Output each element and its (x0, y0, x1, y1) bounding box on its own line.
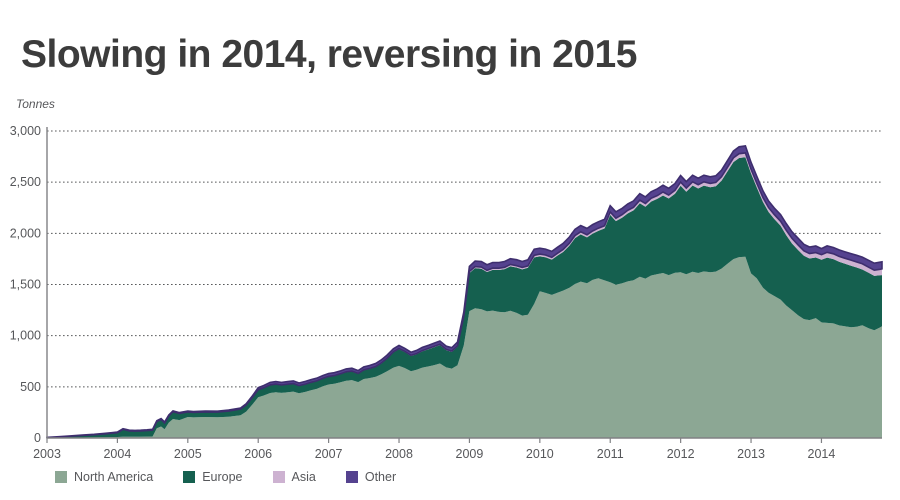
y-tick-label-0: 0 (34, 431, 41, 445)
chart-title: Slowing in 2014, reversing in 2015 (21, 33, 637, 76)
legend-item-asia: Asia (272, 470, 316, 484)
legend-label: Europe (202, 470, 243, 484)
y-tick-label-2,000: 2,000 (10, 226, 41, 240)
x-tick-label-2006: 2006 (244, 447, 272, 461)
legend-swatch-other (345, 471, 358, 483)
area-other (46, 145, 883, 439)
legend-label: North America (74, 470, 154, 484)
y-tick-label-1,500: 1,500 (10, 278, 41, 292)
x-tick-label-2003: 2003 (33, 447, 61, 461)
area-north-america (47, 256, 882, 438)
y-tick-label-3,000: 3,000 (10, 124, 41, 138)
legend-swatch-north-america (55, 471, 67, 483)
x-tick-label-2008: 2008 (385, 447, 413, 461)
legend-swatch-asia (272, 471, 285, 483)
x-tick-label-2004: 2004 (103, 447, 131, 461)
y-tick-label-500: 500 (20, 380, 41, 394)
legend-item-north-america: North America (55, 470, 153, 484)
area-europe (47, 157, 882, 438)
y-tick-label-1,000: 1,000 (10, 329, 41, 343)
x-tick-label-2011: 2011 (597, 447, 624, 461)
y-axis-unit-label: Tonnes (16, 97, 55, 111)
x-tick-label-2007: 2007 (315, 447, 343, 461)
x-tick-label-2010: 2010 (526, 447, 554, 461)
legend-item-other: Other (345, 470, 397, 484)
x-tick-label-2013: 2013 (737, 447, 765, 461)
x-tick-label-2014: 2014 (808, 447, 836, 461)
legend-item-europe: Europe (183, 470, 243, 484)
x-tick-label-2005: 2005 (174, 447, 202, 461)
legend-swatch-europe (183, 471, 196, 483)
x-tick-label-2012: 2012 (667, 447, 695, 461)
legend-label: Other (364, 470, 397, 484)
chart-legend: North America Europe Asia Other (55, 470, 396, 484)
x-tick-label-2009: 2009 (456, 447, 484, 461)
y-tick-label-2,500: 2,500 (10, 175, 41, 189)
legend-label: Asia (291, 470, 316, 484)
